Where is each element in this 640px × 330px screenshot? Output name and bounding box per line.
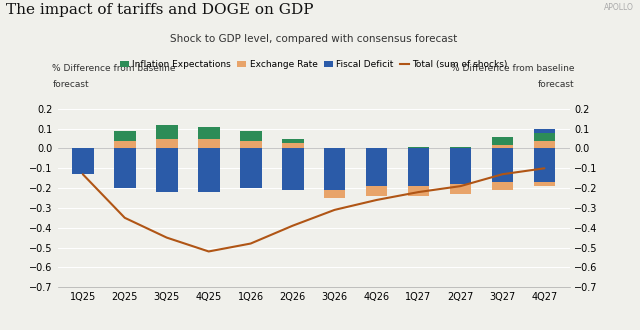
Text: % Difference from baseline: % Difference from baseline xyxy=(52,64,176,73)
Text: % Difference from baseline: % Difference from baseline xyxy=(451,64,575,73)
Text: forecast: forecast xyxy=(538,81,575,89)
Text: Shock to GDP level, compared with consensus forecast: Shock to GDP level, compared with consen… xyxy=(170,34,457,44)
Bar xyxy=(72,148,93,174)
Bar xyxy=(449,148,472,184)
Bar xyxy=(365,148,387,186)
Bar xyxy=(240,148,262,188)
Legend: Inflation Expectations, Exchange Rate, Fiscal Deficit, Total (sum of shocks): Inflation Expectations, Exchange Rate, F… xyxy=(116,56,511,73)
Bar xyxy=(408,186,429,196)
Bar xyxy=(534,133,556,141)
Bar xyxy=(408,147,429,148)
Bar xyxy=(198,127,220,139)
Bar xyxy=(114,148,136,188)
Text: APOLLO: APOLLO xyxy=(604,3,634,12)
Bar xyxy=(240,131,262,141)
Bar xyxy=(534,148,556,182)
Bar xyxy=(534,141,556,148)
Bar xyxy=(324,190,346,198)
Bar xyxy=(198,139,220,148)
Bar xyxy=(156,148,178,192)
Bar xyxy=(449,147,472,148)
Bar xyxy=(156,125,178,139)
Bar xyxy=(324,148,346,190)
Bar xyxy=(365,186,387,196)
Bar xyxy=(282,143,303,148)
Bar xyxy=(492,148,513,182)
Bar xyxy=(282,148,303,190)
Bar xyxy=(156,139,178,148)
Bar xyxy=(408,148,429,186)
Bar xyxy=(449,184,472,194)
Bar xyxy=(534,129,556,133)
Bar xyxy=(198,148,220,192)
Text: forecast: forecast xyxy=(52,81,89,89)
Bar xyxy=(240,141,262,148)
Bar xyxy=(114,131,136,141)
Bar xyxy=(282,139,303,143)
Bar xyxy=(114,141,136,148)
Bar xyxy=(534,182,556,186)
Text: The impact of tariffs and DOGE on GDP: The impact of tariffs and DOGE on GDP xyxy=(6,3,314,17)
Bar xyxy=(492,182,513,190)
Bar xyxy=(492,137,513,145)
Bar xyxy=(492,145,513,148)
